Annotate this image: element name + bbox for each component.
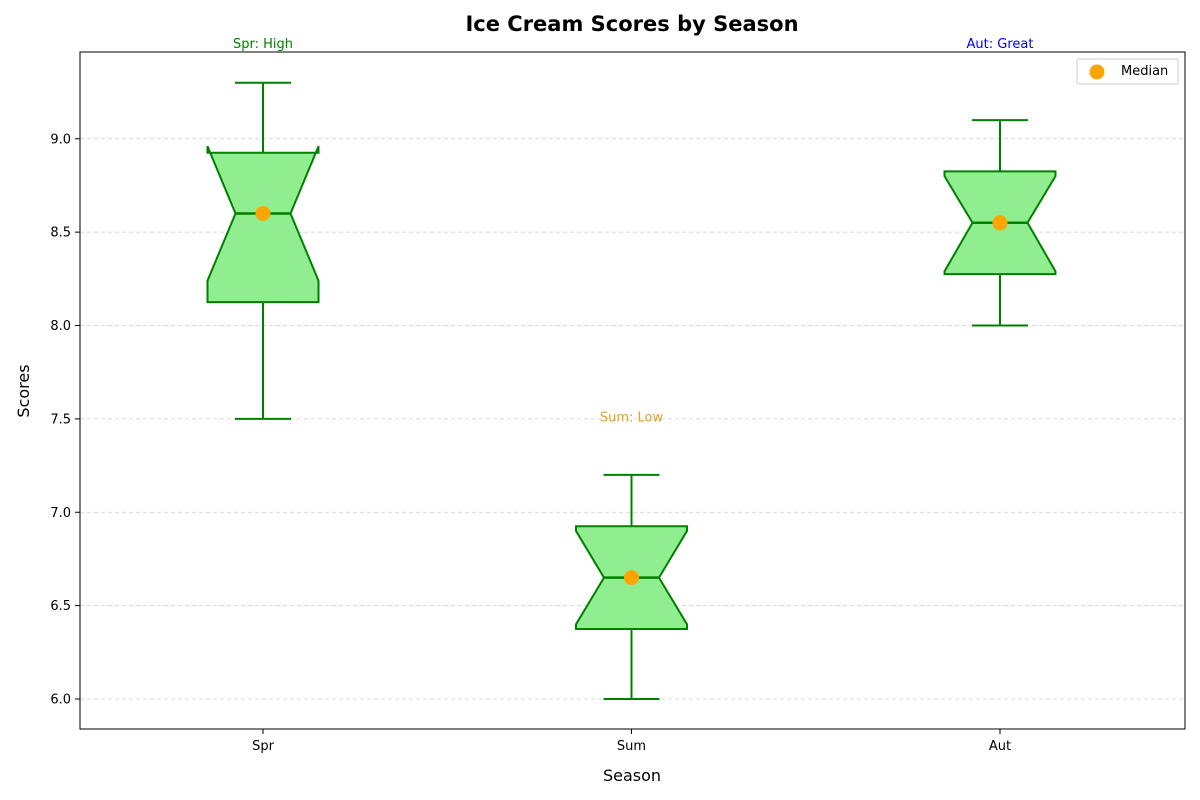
plot-area-frame — [79, 51, 1186, 730]
x-tick-label: Sum — [617, 739, 646, 754]
median-marker — [992, 215, 1008, 231]
x-axis-ticks: Spr Sum Aut — [252, 729, 1011, 754]
box-spr — [206, 81, 320, 420]
x-tick-label: Spr — [252, 739, 275, 754]
chart-title: Ice Cream Scores by Season — [465, 12, 798, 36]
legend-median-marker — [1089, 64, 1105, 80]
y-axis-ticks: 6.0 6.5 7.0 7.5 8.0 8.5 9.0 — [50, 132, 80, 708]
legend-median-label: Median — [1121, 64, 1168, 79]
x-tick-label: Aut — [989, 739, 1011, 754]
annotation-aut: Aut: Great — [967, 37, 1034, 52]
x-axis-label: Season — [603, 766, 661, 785]
legend: Median — [1076, 58, 1179, 85]
box-series — [206, 81, 1057, 700]
annotation-sum: Sum: Low — [600, 411, 664, 426]
median-marker — [624, 570, 639, 586]
y-axis-label: Scores — [14, 364, 33, 417]
annotation-spr: Spr: High — [233, 37, 293, 52]
y-tick-label: 8.0 — [50, 319, 71, 334]
legend-box — [1076, 58, 1179, 85]
y-tick-label: 8.5 — [50, 226, 71, 241]
y-tick-label: 7.5 — [50, 412, 71, 427]
y-tick-label: 6.0 — [50, 693, 71, 708]
y-tick-label: 7.0 — [50, 506, 71, 521]
box-aut — [943, 119, 1057, 327]
annotations: Spr: High Sum: Low Aut: Great — [233, 37, 1033, 426]
y-tick-label: 9.0 — [50, 132, 71, 147]
notched-box — [206, 145, 320, 304]
median-marker — [255, 205, 271, 221]
box-sum — [575, 473, 688, 700]
y-tick-label: 6.5 — [50, 599, 71, 614]
